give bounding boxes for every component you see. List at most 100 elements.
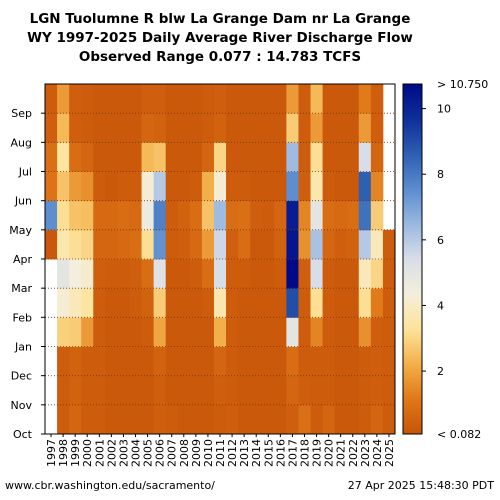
heatmap-cell (201, 171, 215, 202)
heatmap-cell (370, 375, 384, 406)
heatmap-cell (201, 259, 215, 289)
heatmap-cell (286, 259, 299, 289)
heatmap-cell (117, 317, 130, 347)
heatmap-cell (69, 113, 82, 143)
heatmap-cell (358, 375, 372, 406)
heatmap-cell (262, 259, 275, 289)
heatmap-cell (117, 288, 130, 318)
heatmap-cell (358, 113, 372, 143)
heatmap-cell (57, 142, 70, 172)
heatmap-cell (153, 288, 167, 318)
heatmap-cell (45, 229, 58, 260)
heatmap-cell (213, 288, 227, 318)
heatmap-cell (81, 404, 94, 435)
heatmap-cell (262, 200, 275, 231)
heatmap-cell (117, 404, 130, 435)
heatmap-cell (370, 259, 384, 289)
heatmap-cell (177, 375, 191, 406)
heatmap-cell (286, 200, 299, 231)
heatmap-cell (117, 375, 130, 406)
colorbar-ticks: 2 4 6 8 10 (422, 103, 451, 378)
heatmap-cell (274, 84, 287, 114)
heatmap-cell (358, 259, 372, 289)
heatmap-cell (213, 200, 227, 231)
heatmap-cell (69, 317, 82, 347)
heatmap-cell (117, 84, 130, 114)
heatmap-cell (141, 375, 155, 406)
heatmap-cell (310, 171, 323, 202)
colorbar-tick-label: 8 (437, 168, 444, 181)
heatmap-cell (370, 142, 384, 172)
heatmap-cell (45, 200, 58, 231)
heatmap-cell (334, 346, 348, 377)
heatmap-cell (262, 375, 275, 406)
heatmap-cell (81, 200, 94, 231)
heatmap-cell (129, 317, 142, 347)
heatmap-cell (105, 288, 118, 318)
heatmap-cell (153, 200, 167, 231)
heatmap-cell (334, 375, 348, 406)
heatmap-cell (334, 317, 348, 347)
heatmap-cell (45, 142, 58, 172)
heatmap-cell (346, 259, 360, 289)
heatmap-cell (189, 288, 203, 318)
heatmap-cell (286, 142, 299, 172)
heatmap-cell (310, 375, 323, 406)
heatmap-cell (165, 200, 179, 231)
heatmap-cell (69, 171, 82, 202)
heatmap-cell (81, 375, 94, 406)
heatmap-cell (286, 288, 299, 318)
heatmap-cell (250, 346, 263, 377)
heatmap-cell (238, 317, 251, 347)
heatmap-cell (346, 317, 360, 347)
heatmap-cell (165, 346, 179, 377)
heatmap-cell (382, 375, 396, 406)
heatmap-cell (370, 200, 384, 231)
heatmap-cell (129, 142, 142, 172)
heatmap-cell (213, 142, 227, 172)
x-tick-label: 2001 (93, 439, 106, 467)
heatmap-cell (358, 142, 372, 172)
heatmap-cell (213, 375, 227, 406)
heatmap-cell (201, 288, 215, 318)
heatmap-cell (226, 288, 239, 318)
heatmap-cell (250, 229, 263, 260)
heatmap-cell (57, 84, 70, 114)
heatmap-cell (346, 288, 360, 318)
heatmap-cell (298, 113, 311, 143)
heatmap-cell (69, 84, 82, 114)
heatmap-cell (346, 346, 360, 377)
source-url[interactable]: www.cbr.washington.edu/sacramento/ (5, 479, 215, 492)
heatmap-cell (346, 404, 360, 435)
heatmap-cell (189, 346, 203, 377)
x-tick-label: 2012 (226, 439, 239, 467)
heatmap-cell (213, 346, 227, 377)
heatmap-cell (310, 229, 323, 260)
heatmap-cell (226, 259, 239, 289)
heatmap-cell (213, 84, 227, 114)
heatmap-cell (298, 259, 311, 289)
y-tick-label: Aug (11, 136, 32, 149)
heatmap-cell (105, 171, 118, 202)
heatmap-cell (81, 142, 94, 172)
y-tick-label: Sep (11, 107, 32, 120)
heatmap-cell (274, 288, 287, 318)
heatmap-cell (262, 288, 275, 318)
heatmap-cell (250, 259, 263, 289)
colorbar: > 10.750 < 0.082 2 4 6 8 10 (402, 78, 488, 441)
heatmap-cell (226, 346, 239, 377)
heatmap-cell (117, 171, 130, 202)
heatmap-cell (286, 346, 299, 377)
heatmap-cell (262, 346, 275, 377)
heatmap-cell (250, 317, 263, 347)
heatmap-cell (346, 171, 360, 202)
heatmap-cell (165, 113, 179, 143)
heatmap-cell (129, 200, 142, 231)
heatmap-cell (298, 171, 311, 202)
heatmap-cell (274, 142, 287, 172)
heatmap-cell (81, 113, 94, 143)
heatmap-cell (153, 171, 167, 202)
heatmap-cell (274, 113, 287, 143)
heatmap-cell (322, 404, 336, 435)
y-tick-label: Mar (11, 282, 32, 295)
